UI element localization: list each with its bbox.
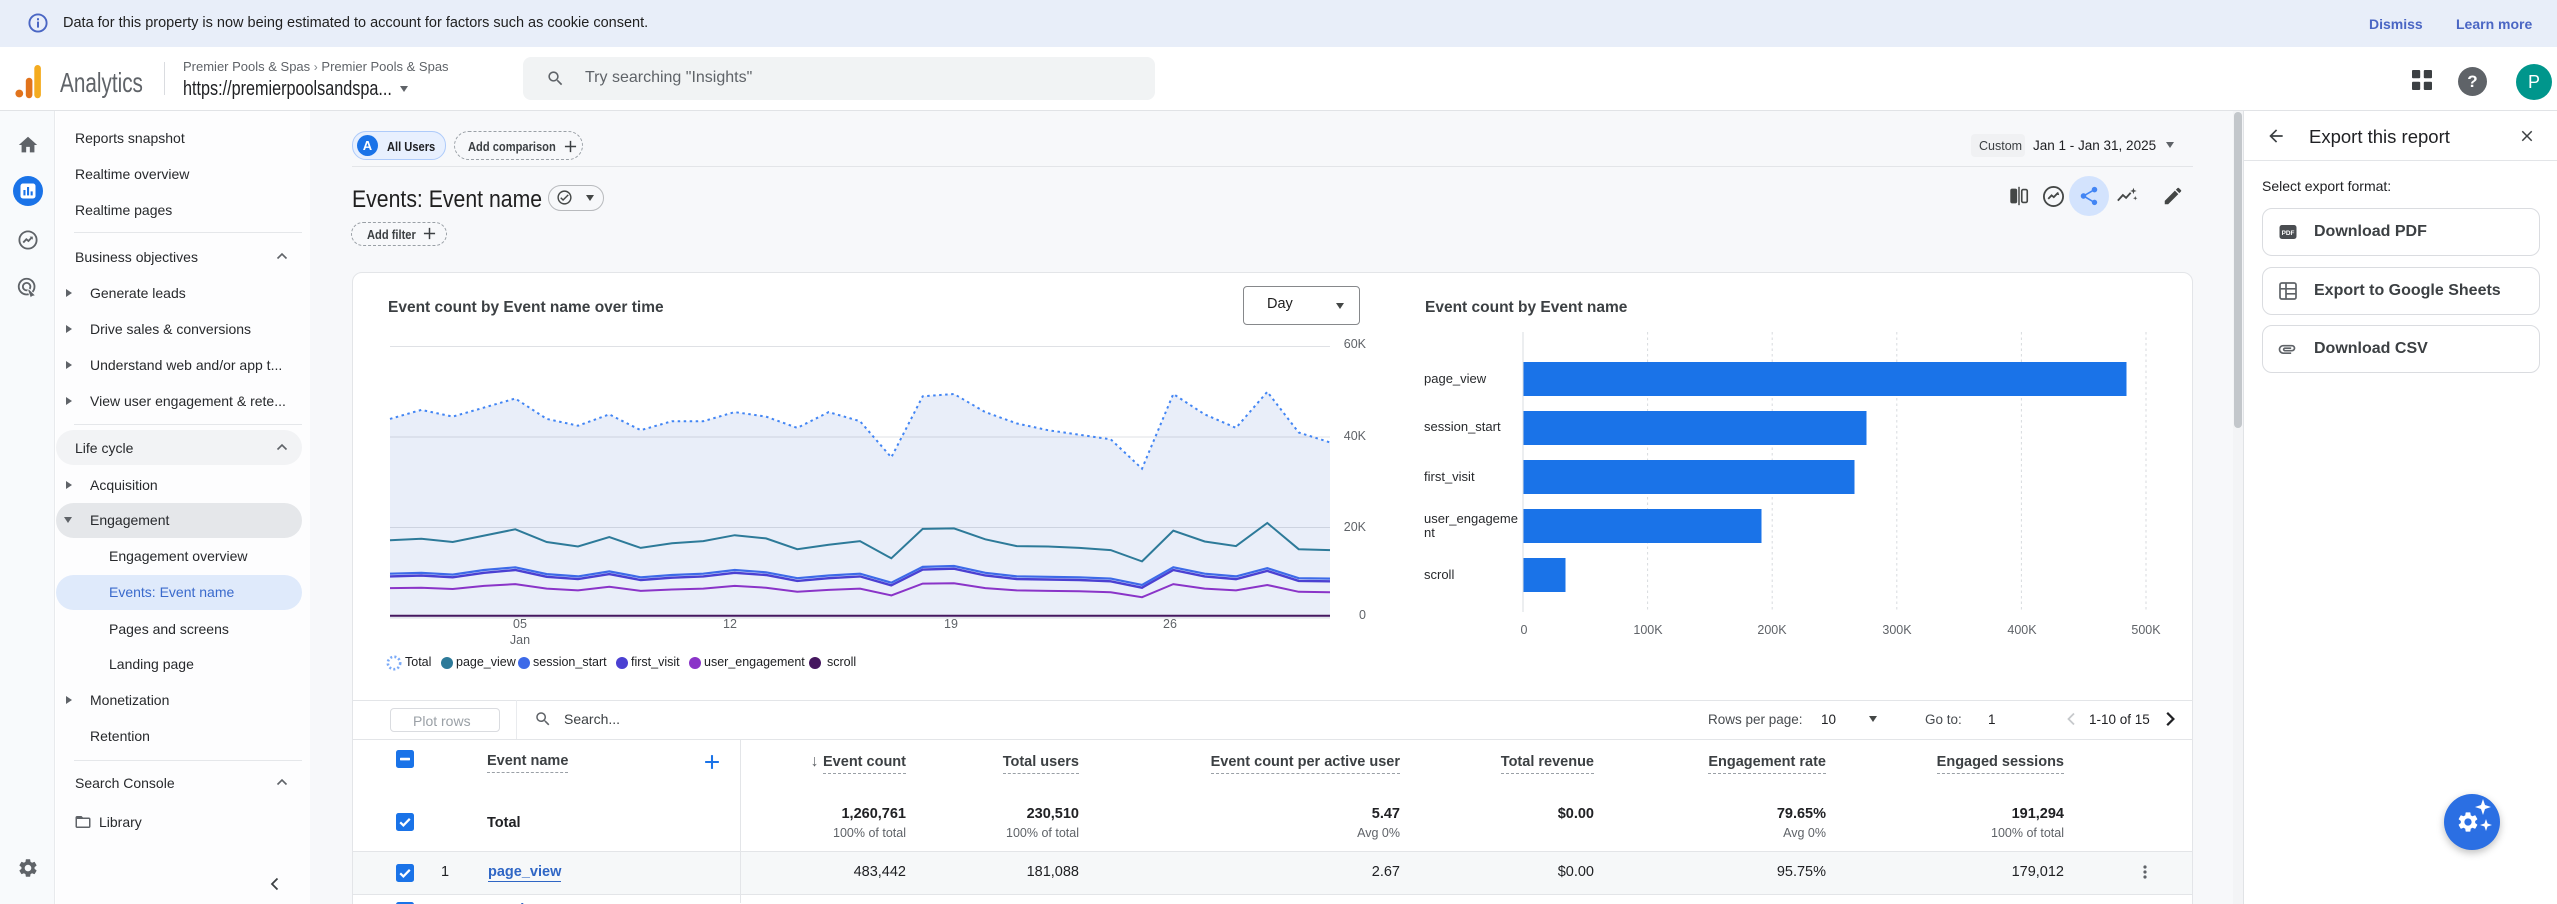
svg-text:PDF: PDF xyxy=(2282,230,2295,237)
